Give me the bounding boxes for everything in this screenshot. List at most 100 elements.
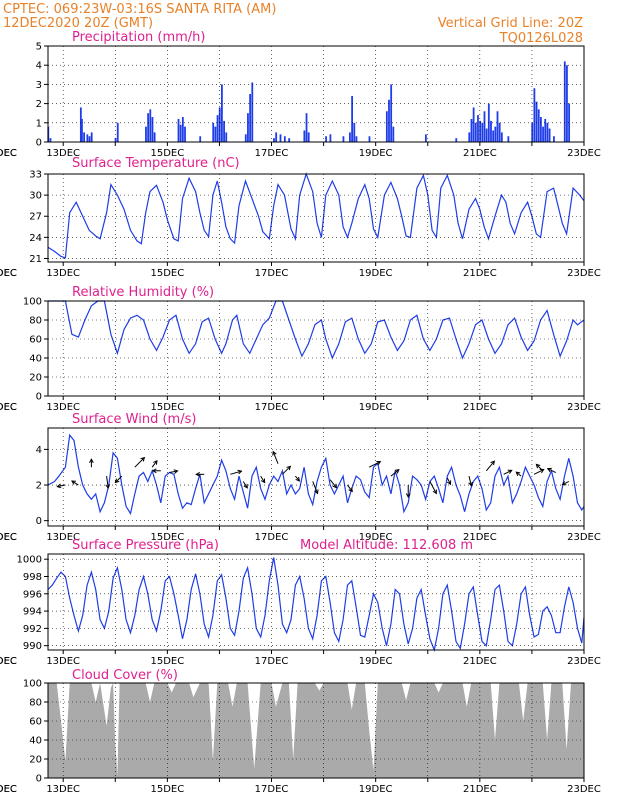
x-tick-label: 21DEC bbox=[463, 268, 497, 279]
x-tick-label: 25DEC bbox=[0, 148, 17, 159]
precip-bar bbox=[539, 117, 542, 142]
precip-bar bbox=[81, 118, 83, 142]
precip-bar bbox=[353, 122, 356, 142]
wind-arrow-head bbox=[153, 459, 158, 465]
wind-arrow bbox=[485, 460, 495, 472]
precip-bar bbox=[283, 136, 286, 142]
panel-rh: Relative Humidity (%) 0 20 40 60 80 100 13DEC 15… bbox=[0, 285, 601, 413]
panel-frame bbox=[47, 553, 585, 651]
cloud-area bbox=[48, 683, 584, 778]
x-tick-label: 27DEC bbox=[0, 148, 17, 159]
x-tick-label: 15DEC bbox=[150, 784, 184, 795]
panel-temp: Surface Temperature (nC) 21 24 27 30 33 13DEC 1… bbox=[0, 156, 601, 279]
y-tick-label: 1000 bbox=[17, 555, 42, 566]
precip-bar bbox=[199, 136, 202, 142]
wind-arrow bbox=[106, 476, 109, 489]
wind-arrow-head bbox=[151, 468, 157, 474]
precip-bar bbox=[455, 138, 458, 142]
panel-frame bbox=[47, 427, 585, 527]
x-tick-label: 23DEC bbox=[567, 784, 601, 795]
precip-bar bbox=[79, 107, 82, 142]
run-time: 12DEC2020 20Z (GMT) bbox=[3, 16, 153, 31]
precip-bar bbox=[537, 109, 540, 142]
precip-bar bbox=[288, 138, 291, 142]
precip-bar bbox=[544, 118, 547, 142]
wind-arrow-head bbox=[237, 469, 243, 475]
wind-arrow bbox=[71, 480, 79, 486]
precip-bar bbox=[184, 126, 186, 142]
x-tick-label: 27DEC bbox=[0, 784, 17, 795]
precip-bar bbox=[392, 126, 395, 142]
wind-arrow bbox=[368, 461, 381, 468]
wind-arrow-head bbox=[56, 483, 62, 489]
x-tick-label: 23DEC bbox=[567, 268, 601, 279]
wind-arrow-head bbox=[468, 481, 473, 487]
precip-bar bbox=[349, 132, 351, 142]
precip-bar bbox=[90, 132, 93, 142]
x-tick-label: 21DEC bbox=[463, 402, 497, 413]
wind-arrow-head bbox=[446, 480, 452, 486]
x-tick-label: 23DEC bbox=[567, 402, 601, 413]
precip-bar bbox=[477, 115, 479, 142]
wind-arrow-head bbox=[546, 467, 552, 473]
x-tick-label: 17DEC bbox=[255, 656, 289, 667]
precip-bar bbox=[325, 136, 327, 142]
y-tick-label: 33 bbox=[29, 170, 42, 181]
precip-bar bbox=[351, 95, 354, 142]
precip-bar bbox=[329, 134, 332, 142]
x-tick-label: 17DEC bbox=[255, 148, 289, 159]
grid-note: Vertical Grid Line: 20Z bbox=[438, 16, 583, 31]
wind-arrow-head bbox=[376, 460, 382, 466]
x-tick-label: 15DEC bbox=[150, 532, 184, 543]
y-tick-label: 27 bbox=[29, 212, 42, 223]
precip-bar bbox=[147, 113, 150, 142]
panel-frame bbox=[47, 45, 585, 143]
y-tick-label: 20 bbox=[29, 373, 42, 384]
y-tick-label: 40 bbox=[29, 736, 42, 747]
y-tick-label: 20 bbox=[29, 755, 42, 766]
y-tick-label: 21 bbox=[29, 254, 42, 265]
x-tick-label: 19DEC bbox=[359, 268, 393, 279]
precip-bar bbox=[303, 130, 306, 142]
wind-arrow-head bbox=[314, 489, 319, 495]
wind-arrow-head bbox=[114, 478, 120, 484]
precip-bar bbox=[566, 65, 568, 142]
precip-bar bbox=[151, 117, 154, 142]
precip-bar bbox=[223, 120, 225, 142]
precip-bar bbox=[49, 138, 52, 142]
x-tick-label: 25DEC bbox=[0, 268, 17, 279]
wind-arrow-head bbox=[515, 471, 521, 477]
panel-title: Relative Humidity (%) bbox=[72, 285, 214, 300]
x-tick-label: 13DEC bbox=[46, 532, 80, 543]
y-tick-label: 60 bbox=[29, 335, 42, 346]
wind-arrow-head bbox=[195, 471, 200, 477]
precip-bar bbox=[496, 111, 499, 142]
precip-bar bbox=[507, 136, 510, 142]
x-tick-label: 13DEC bbox=[46, 784, 80, 795]
precip-bar bbox=[481, 122, 484, 142]
x-tick-label: 27DEC bbox=[0, 402, 17, 413]
y-tick-label: 994 bbox=[23, 607, 42, 618]
y-tick-label: 80 bbox=[29, 698, 42, 709]
wind-arrow bbox=[272, 451, 279, 464]
y-tick-label: 1 bbox=[36, 118, 42, 129]
x-tick-label: 25DEC bbox=[0, 784, 17, 795]
x-tick-label: 27DEC bbox=[0, 656, 17, 667]
wind-arrow bbox=[429, 481, 437, 494]
x-tick-label: 13DEC bbox=[46, 402, 80, 413]
wind-arrow-head bbox=[490, 460, 496, 466]
wind-arrow bbox=[151, 460, 158, 468]
x-tick-label: 15DEC bbox=[150, 402, 184, 413]
y-tick-label: 100 bbox=[23, 297, 42, 308]
panel-title: Surface Wind (m/s) bbox=[72, 412, 196, 427]
x-tick-label: 17DEC bbox=[255, 784, 289, 795]
precip-bar bbox=[470, 118, 473, 142]
wind-arrow-head bbox=[243, 483, 248, 489]
panel-title: Surface Pressure (hPa) bbox=[72, 538, 219, 553]
wind-arrow-head bbox=[561, 481, 567, 486]
x-tick-label: 23DEC bbox=[567, 148, 601, 159]
precip-bar bbox=[388, 99, 390, 142]
y-tick-label: 24 bbox=[29, 233, 42, 244]
y-tick-label: 60 bbox=[29, 717, 42, 728]
